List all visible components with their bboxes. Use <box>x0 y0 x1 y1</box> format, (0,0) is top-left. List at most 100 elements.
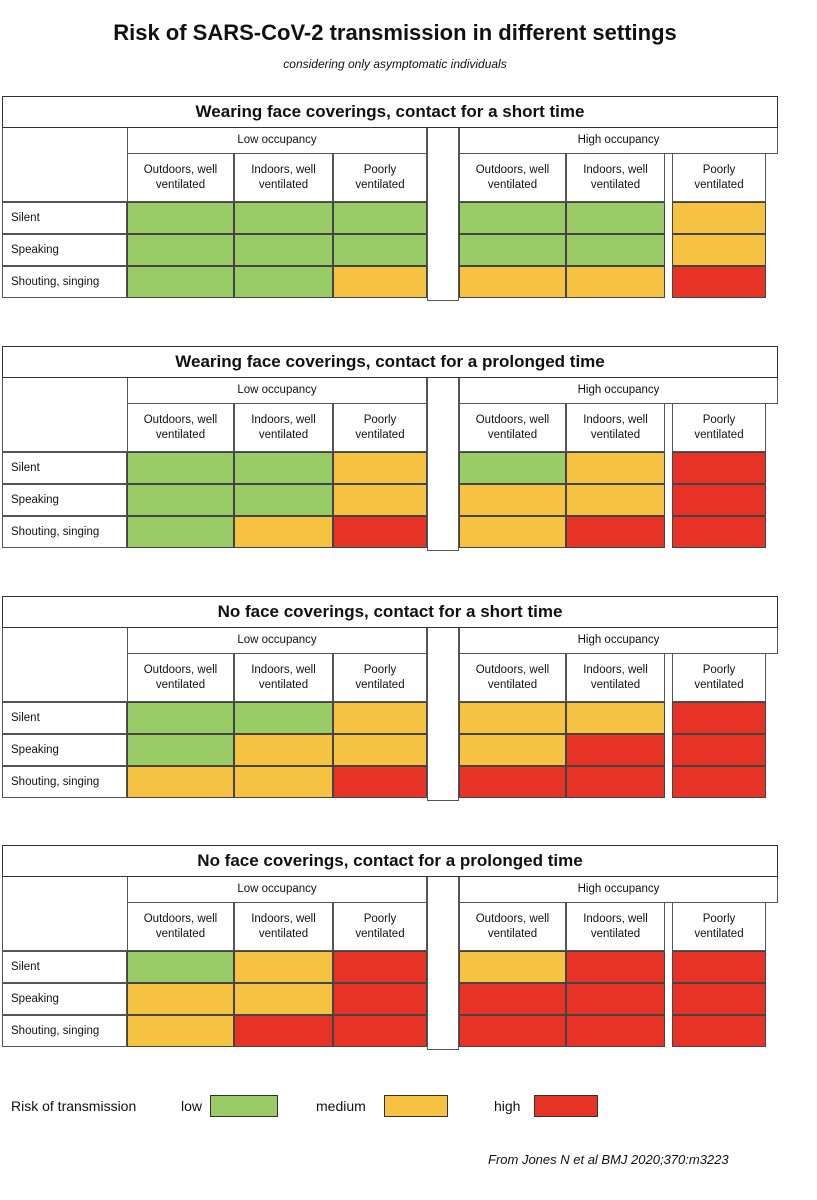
row-header: Silent <box>2 202 127 234</box>
risk-cell-high <box>333 951 427 983</box>
table-corner <box>2 877 127 951</box>
risk-cell-high <box>566 734 665 766</box>
risk-cell-medium <box>333 266 427 298</box>
row-header: Speaking <box>2 234 127 266</box>
risk-cell-low <box>127 234 234 266</box>
table-separator <box>427 378 459 551</box>
risk-cell-high <box>672 484 766 516</box>
figure-subtitle: considering only asymptomatic individual… <box>283 57 507 71</box>
risk-cell-high <box>459 766 566 798</box>
risk-cell-medium <box>234 734 333 766</box>
occupancy-header-low: Low occupancy <box>127 877 427 903</box>
risk-cell-low <box>127 452 234 484</box>
column-header: Indoors, well ventilated <box>234 654 333 702</box>
column-header: Poorly ventilated <box>672 903 766 951</box>
risk-cell-low <box>566 234 665 266</box>
figure-title: Risk of SARS-CoV-2 transmission in diffe… <box>113 20 677 45</box>
risk-cell-high <box>672 1015 766 1047</box>
risk-cell-medium <box>459 734 566 766</box>
risk-cell-medium <box>566 266 665 298</box>
column-header: Poorly ventilated <box>333 154 427 202</box>
legend-high-swatch <box>534 1095 598 1117</box>
column-header: Indoors, well ventilated <box>566 654 665 702</box>
table-separator <box>427 128 459 301</box>
risk-cell-medium <box>672 234 766 266</box>
risk-cell-medium <box>566 484 665 516</box>
column-header: Poorly ventilated <box>672 154 766 202</box>
risk-cell-low <box>234 202 333 234</box>
risk-cell-low <box>127 951 234 983</box>
risk-cell-low <box>234 266 333 298</box>
row-header: Speaking <box>2 983 127 1015</box>
table-separator <box>427 628 459 801</box>
row-header: Silent <box>2 452 127 484</box>
risk-cell-low <box>234 484 333 516</box>
occupancy-header-high: High occupancy <box>459 128 778 154</box>
column-header: Indoors, well ventilated <box>234 404 333 452</box>
risk-cell-medium <box>127 766 234 798</box>
risk-cell-low <box>234 702 333 734</box>
column-header: Indoors, well ventilated <box>566 404 665 452</box>
table-corner <box>2 628 127 702</box>
column-header: Outdoors, well ventilated <box>459 404 566 452</box>
row-header: Silent <box>2 951 127 983</box>
risk-cell-high <box>333 766 427 798</box>
column-header: Poorly ventilated <box>672 654 766 702</box>
risk-cell-high <box>672 266 766 298</box>
risk-cell-medium <box>459 484 566 516</box>
risk-cell-high <box>672 983 766 1015</box>
column-header: Indoors, well ventilated <box>566 903 665 951</box>
risk-cell-high <box>333 516 427 548</box>
risk-cell-medium <box>672 202 766 234</box>
column-header: Poorly ventilated <box>333 903 427 951</box>
risk-cell-high <box>672 951 766 983</box>
occupancy-header-low: Low occupancy <box>127 628 427 654</box>
risk-cell-medium <box>459 266 566 298</box>
risk-cell-medium <box>234 983 333 1015</box>
column-header: Outdoors, well ventilated <box>127 903 234 951</box>
risk-cell-low <box>127 202 234 234</box>
table-corner <box>2 128 127 202</box>
risk-table: Wearing face coverings, contact for a pr… <box>2 346 778 551</box>
table-corner <box>2 378 127 452</box>
risk-cell-high <box>333 983 427 1015</box>
table-title: No face coverings, contact for a short t… <box>2 596 778 628</box>
legend-high-label: high <box>494 1098 521 1114</box>
risk-cell-high <box>566 766 665 798</box>
risk-cell-high <box>566 1015 665 1047</box>
risk-cell-medium <box>566 702 665 734</box>
occupancy-header-low: Low occupancy <box>127 378 427 404</box>
occupancy-header-low: Low occupancy <box>127 128 427 154</box>
row-header: Shouting, singing <box>2 266 127 298</box>
risk-cell-high <box>672 702 766 734</box>
occupancy-header-high: High occupancy <box>459 628 778 654</box>
risk-cell-low <box>459 234 566 266</box>
table-title: Wearing face coverings, contact for a pr… <box>2 346 778 378</box>
table-separator <box>427 877 459 1050</box>
legend-medium-swatch <box>384 1095 448 1117</box>
legend-title: Risk of transmission <box>11 1098 137 1114</box>
legend-medium-label: medium <box>316 1098 366 1114</box>
table-title: No face coverings, contact for a prolong… <box>2 845 778 877</box>
risk-cell-high <box>459 983 566 1015</box>
risk-table: Wearing face coverings, contact for a sh… <box>2 96 778 301</box>
column-header: Indoors, well ventilated <box>234 154 333 202</box>
column-header: Outdoors, well ventilated <box>127 404 234 452</box>
table-title: Wearing face coverings, contact for a sh… <box>2 96 778 128</box>
risk-cell-medium <box>333 702 427 734</box>
column-header: Outdoors, well ventilated <box>127 154 234 202</box>
source-citation: From Jones N et al BMJ 2020;370:m3223 <box>488 1152 729 1167</box>
occupancy-header-high: High occupancy <box>459 378 778 404</box>
risk-cell-low <box>333 234 427 266</box>
column-header: Outdoors, well ventilated <box>459 903 566 951</box>
risk-cell-low <box>459 202 566 234</box>
risk-cell-high <box>672 734 766 766</box>
row-header: Shouting, singing <box>2 766 127 798</box>
risk-cell-medium <box>234 766 333 798</box>
legend-low-label: low <box>181 1098 203 1114</box>
column-header: Outdoors, well ventilated <box>459 154 566 202</box>
risk-cell-low <box>127 484 234 516</box>
risk-cell-low <box>127 702 234 734</box>
risk-cell-low <box>234 452 333 484</box>
risk-cell-medium <box>333 484 427 516</box>
